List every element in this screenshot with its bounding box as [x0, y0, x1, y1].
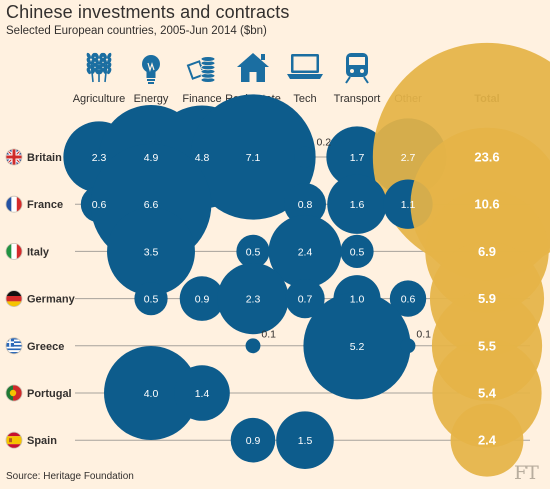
- bubble-label-italy-tech: 2.4: [298, 246, 313, 258]
- bubble-label-germany-total: 5.9: [478, 291, 496, 306]
- bubble-label-france-energy: 6.6: [144, 199, 159, 211]
- bubble-italy-energy: [107, 207, 195, 296]
- country-label-greece: Greece: [27, 341, 64, 353]
- bubble-spain-tech: [276, 411, 334, 469]
- country-label-germany: Germany: [27, 294, 76, 306]
- bubble-germany-finance: [179, 276, 225, 321]
- bubble-label-britain-total: 23.6: [474, 150, 499, 165]
- bubble-greece-other: [400, 338, 416, 354]
- bubble-label-britain-transport: 1.7: [350, 152, 365, 164]
- train-icon: [345, 53, 369, 84]
- bubble-germany-other: [389, 280, 427, 317]
- bubble-labels: 2.3 4.9 4.8 7.1 0.2 1.7 2.7 23.6 0.6 6.6 0.8 1.6 1.1…: [92, 136, 500, 447]
- column-label-transport: Transport: [334, 93, 381, 105]
- bubble-label-germany-finance: 0.9: [195, 294, 210, 306]
- country-label-france: France: [27, 199, 63, 211]
- bubble-label-italy-energy: 3.5: [144, 246, 159, 258]
- bubble-italy-transport: [340, 234, 374, 269]
- laptop-icon: [287, 54, 323, 79]
- germany-flag-icon: [5, 290, 23, 308]
- bubble-label-germany-transport: 1.0: [350, 294, 365, 306]
- bubble-label-britain-agriculture: 2.3: [92, 152, 107, 164]
- column-label-energy: Energy: [134, 93, 169, 105]
- bubble-portugal-finance: [174, 365, 230, 421]
- bubble-label-france-agriculture: 0.6: [92, 199, 107, 211]
- country-label-britain: Britain: [27, 152, 62, 164]
- bubbles: [63, 42, 550, 477]
- bubble-italy-tech: [268, 214, 342, 288]
- bubble-label-britain-real_estate: 7.1: [246, 152, 261, 164]
- bubble-label-greece-transport: 5.2: [350, 341, 365, 353]
- uk-flag-icon: [5, 148, 23, 166]
- bubble-germany-real_estate: [217, 262, 289, 335]
- bubble-label-germany-other: 0.6: [401, 294, 416, 306]
- bubble-label-france-tech: 0.8: [298, 199, 313, 211]
- row-labels: Britain France Italy Germany Greece Portugal S…: [5, 148, 76, 449]
- column-label-tech: Tech: [293, 93, 316, 105]
- greece-flag-icon: [5, 337, 23, 355]
- bubble-label-britain-energy: 4.9: [144, 152, 159, 164]
- bubble-britain-tech: [294, 146, 316, 168]
- bubble-label-portugal-energy: 4.0: [144, 388, 159, 400]
- bubble-britain-real_estate: [190, 94, 316, 220]
- country-label-italy: Italy: [27, 246, 50, 258]
- column-label-agriculture: Agriculture: [73, 93, 126, 105]
- bubble-label-britain-tech: 0.2: [317, 136, 332, 148]
- country-label-spain: Spain: [27, 435, 57, 447]
- bubble-label-greece-total: 5.5: [478, 338, 496, 353]
- house-icon: [237, 53, 269, 82]
- bubble-label-greece-other: 0.1: [416, 328, 431, 340]
- bubble-label-france-transport: 1.6: [350, 199, 365, 211]
- bubble-spain-total: [450, 403, 524, 477]
- bubble-italy-real_estate: [236, 234, 270, 269]
- wheat-icon: [86, 52, 112, 83]
- bubble-britain-transport: [326, 126, 388, 188]
- bubble-label-italy-total: 6.9: [478, 244, 496, 259]
- bubble-label-france-other: 1.1: [401, 199, 416, 211]
- bubble-label-france-total: 10.6: [474, 197, 499, 212]
- bubble-label-italy-transport: 0.5: [350, 246, 365, 258]
- ft-logo: FT: [514, 462, 539, 484]
- bubble-label-germany-tech: 0.7: [298, 294, 313, 306]
- bubble-label-greece-real_estate: 0.1: [261, 328, 276, 340]
- italy-flag-icon: [5, 242, 23, 260]
- bubble-france-transport: [327, 174, 387, 234]
- bubble-portugal-energy: [104, 346, 198, 440]
- spain-flag-icon: [5, 431, 23, 449]
- bubble-label-britain-other: 2.7: [401, 152, 416, 164]
- bubble-label-portugal-total: 5.4: [478, 386, 497, 401]
- bubble-spain-real_estate: [230, 417, 276, 463]
- bubble-label-spain-total: 2.4: [478, 433, 497, 448]
- bubble-label-germany-real_estate: 2.3: [246, 294, 261, 306]
- bubble-label-italy-real_estate: 0.5: [246, 246, 261, 258]
- bubble-germany-energy: [134, 281, 168, 316]
- chart-title: Chinese investments and contracts: [6, 2, 290, 22]
- lightbulb-icon: [142, 55, 160, 84]
- bubble-label-spain-real_estate: 0.9: [246, 435, 261, 447]
- bubble-germany-tech: [285, 278, 325, 319]
- bubble-label-portugal-finance: 1.4: [195, 388, 210, 400]
- bubble-france-tech: [283, 183, 327, 226]
- country-label-portugal: Portugal: [27, 388, 72, 400]
- bubble-label-spain-tech: 1.5: [298, 435, 313, 447]
- chart-subtitle: Selected European countries, 2005-Jun 20…: [6, 25, 267, 37]
- bubble-label-britain-finance: 4.8: [195, 152, 210, 164]
- bubble-greece-real_estate: [245, 338, 261, 354]
- sector-icons: [86, 52, 369, 84]
- portugal-flag-icon: [5, 384, 23, 402]
- bubble-greece-transport: [303, 292, 411, 400]
- source-note: Source: Heritage Foundation: [6, 471, 134, 482]
- france-flag-icon: [5, 195, 23, 213]
- money-icon: [186, 56, 216, 83]
- column-label-finance: Finance: [182, 93, 221, 105]
- bubble-label-germany-energy: 0.5: [144, 294, 159, 306]
